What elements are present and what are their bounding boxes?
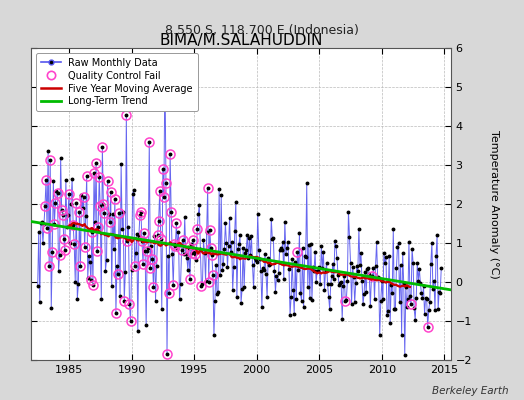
Title: BIMA/M.SALAHUDDIN: BIMA/M.SALAHUDDIN	[159, 33, 323, 48]
Text: Berkeley Earth: Berkeley Earth	[432, 386, 508, 396]
Legend: Raw Monthly Data, Quality Control Fail, Five Year Moving Average, Long-Term Tren: Raw Monthly Data, Quality Control Fail, …	[36, 53, 198, 111]
Y-axis label: Temperature Anomaly (°C): Temperature Anomaly (°C)	[489, 130, 499, 278]
Text: 8.550 S, 118.700 E (Indonesia): 8.550 S, 118.700 E (Indonesia)	[165, 24, 359, 37]
